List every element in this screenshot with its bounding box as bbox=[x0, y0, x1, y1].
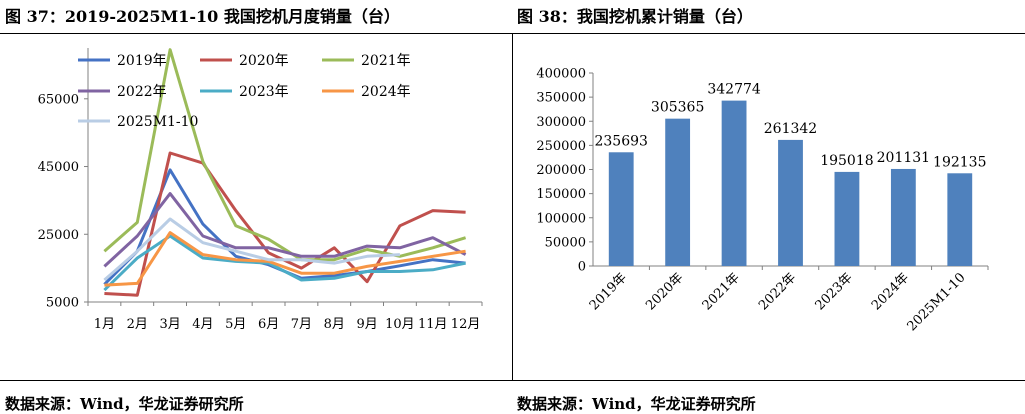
bar-value-label: 201131 bbox=[877, 150, 930, 166]
right-chart-title: 图 38：我国挖机累计销量（台） bbox=[517, 7, 753, 26]
bar-y-tick-label: 400000 bbox=[536, 67, 586, 82]
legend-label-1: 2019年 bbox=[117, 53, 167, 69]
series-line-4 bbox=[103, 192, 467, 268]
y-tick-label: 45000 bbox=[38, 160, 79, 175]
bar-x-tick-label: 2020年 bbox=[643, 270, 686, 313]
bar-value-label: 235693 bbox=[594, 133, 647, 149]
bar-y-tick-label: 50000 bbox=[545, 235, 586, 250]
x-tick-label: 4月 bbox=[192, 317, 213, 332]
bar-y-tick-label: 0 bbox=[578, 260, 586, 275]
monthly-sales-line-chart: 5000 25000 45000 65000 1月 2月 3月 4月 5月 6月 7月 8月 9月 10月… bbox=[38, 48, 483, 332]
series-line-6 bbox=[104, 231, 466, 287]
x-tick-label: 1月 bbox=[94, 317, 115, 332]
x-tick-label: 12月 bbox=[451, 317, 481, 332]
legend-label-4: 2022年 bbox=[117, 84, 167, 100]
bar-2021年 bbox=[721, 100, 747, 266]
bar-y-tick-label: 200000 bbox=[536, 163, 586, 178]
bar-y-tick-label: 250000 bbox=[536, 139, 586, 154]
x-tick-label: 6月 bbox=[258, 317, 279, 332]
bar-2024年 bbox=[890, 168, 916, 266]
legend-label-7: 2025M1-10 bbox=[117, 114, 198, 130]
bar-y-tick-label: 100000 bbox=[536, 211, 586, 226]
bar-2019年 bbox=[608, 152, 634, 266]
bar-value-label: 305365 bbox=[651, 100, 704, 116]
bar-y-tick-label: 300000 bbox=[536, 115, 586, 130]
bar-2022年 bbox=[778, 139, 803, 266]
x-tick-label: 8月 bbox=[324, 317, 345, 332]
bar-value-label: 342774 bbox=[707, 82, 761, 98]
legend-label-2: 2020年 bbox=[239, 53, 289, 69]
series-line-3 bbox=[103, 48, 467, 262]
x-tick-label: 10月 bbox=[385, 317, 415, 332]
left-chart-title: 图 37：2019-2025M1-10 我国挖机月度销量（台） bbox=[5, 7, 400, 26]
y-tick-label: 65000 bbox=[38, 92, 79, 107]
bar-2025M1-10 bbox=[947, 173, 973, 266]
bar-value-label: 192135 bbox=[933, 154, 986, 170]
bar-value-label: 195018 bbox=[820, 153, 873, 169]
x-tick-label: 2月 bbox=[127, 317, 148, 332]
bar-value-label: 261342 bbox=[764, 121, 817, 137]
bottom-rule bbox=[0, 380, 1025, 381]
legend-label-5: 2023年 bbox=[239, 84, 289, 100]
bar-x-tick-label: 2022年 bbox=[756, 270, 799, 313]
series-line-7 bbox=[103, 217, 400, 282]
panel-divider bbox=[512, 33, 513, 380]
bar-2020年 bbox=[665, 118, 691, 267]
x-tick-label: 3月 bbox=[159, 317, 180, 332]
bar-2023年 bbox=[834, 171, 860, 266]
bar-x-tick-label: 2024年 bbox=[869, 270, 912, 313]
left-source-note: 数据来源：Wind，华龙证券研究所 bbox=[5, 395, 244, 413]
cumulative-sales-bar-chart: 0 50000 100000 150000 200000 250000 300000 3500… bbox=[536, 67, 989, 334]
bar-x-tick-label: 2023年 bbox=[813, 270, 856, 313]
bar-x-tick-label: 2019年 bbox=[587, 270, 630, 313]
x-tick-label: 7月 bbox=[291, 317, 312, 332]
bar-y-tick-label: 350000 bbox=[536, 91, 586, 106]
bar-y-tick-label: 150000 bbox=[536, 187, 586, 202]
bar-x-tick-label: 2021年 bbox=[700, 270, 743, 313]
x-tick-label: 5月 bbox=[225, 317, 246, 332]
x-tick-label: 9月 bbox=[356, 317, 377, 332]
x-tick-label: 11月 bbox=[418, 317, 448, 332]
bar-x-tick-label: 2025M1-10 bbox=[905, 270, 969, 334]
y-tick-label: 25000 bbox=[38, 228, 79, 243]
legend-label-3: 2021年 bbox=[361, 53, 411, 69]
y-tick-label: 5000 bbox=[46, 296, 79, 311]
right-source-note: 数据来源：Wind，华龙证券研究所 bbox=[517, 395, 756, 413]
legend-label-6: 2024年 bbox=[361, 84, 411, 100]
